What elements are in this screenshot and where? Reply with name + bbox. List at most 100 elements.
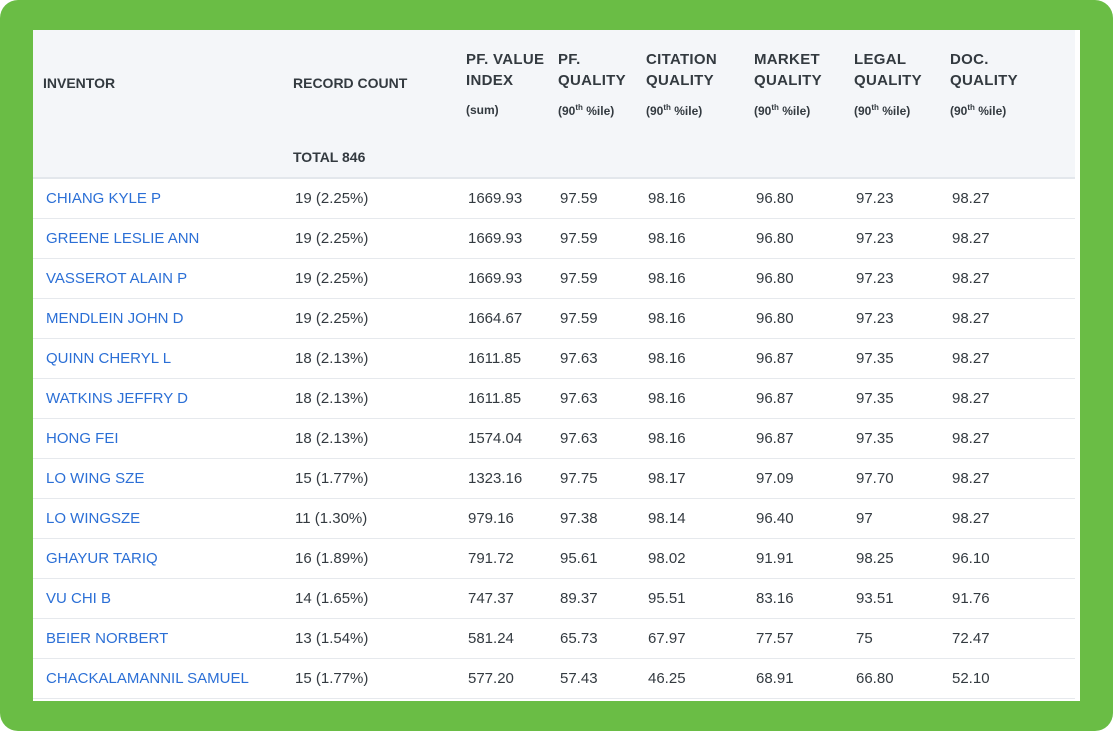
total-spacer [940,136,1075,179]
market-quality-cell: 96.80 [744,299,844,339]
market-quality-cell: 96.80 [744,219,844,259]
citation-quality-cell: 98.16 [636,219,744,259]
header-market-quality-line1: MARKET [754,50,820,68]
header-record-count[interactable]: RECORD COUNT [283,30,456,136]
table-row: CHACKALAMANNIL SAMUEL 15 (1.77%) 577.20 … [33,659,1075,699]
pf-quality-cell: 97.63 [548,379,636,419]
record-count-cell: 15 (1.77%) [283,459,456,499]
inventor-link[interactable]: MENDLEIN JOHN D [46,310,184,327]
doc-quality-cell: 98.27 [940,299,1075,339]
inventor-link[interactable]: WATKINS JEFFRY D [46,390,188,407]
pf-value-index-cell: 577.20 [456,659,548,699]
header-pf-quality-sub: (90th %ile) [558,103,636,118]
header-market-quality[interactable]: MARKET QUALITY (90th %ile) [744,30,844,136]
inventor-cell: QUINN CHERYL L [33,339,283,379]
table-row: LO WINGSZE 11 (1.30%) 979.16 97.38 98.14… [33,499,1075,539]
header-legal-quality[interactable]: LEGAL QUALITY (90th %ile) [844,30,940,136]
pf-quality-cell: 97.63 [548,419,636,459]
total-spacer [456,136,548,179]
legal-quality-cell: 97.35 [844,339,940,379]
inventor-link[interactable]: HONG FEI [46,430,119,447]
doc-quality-cell: 72.47 [940,619,1075,659]
record-count-cell: 19 (2.25%) [283,179,456,219]
header-pf-quality-line1: PF. [558,50,581,68]
legal-quality-cell: 97.23 [844,259,940,299]
sub-post: %ile) [670,103,703,118]
header-market-quality-line2: QUALITY [754,71,822,89]
inventor-link[interactable]: LO WING SZE [46,470,145,487]
pf-value-index-cell: 1611.85 [456,379,548,419]
market-quality-cell: 96.80 [744,259,844,299]
legal-quality-cell: 97.35 [844,379,940,419]
inventor-link[interactable]: BEIER NORBERT [46,630,169,647]
inventor-link[interactable]: GREENE LESLIE ANN [46,230,200,247]
header-inventor[interactable]: INVENTOR [33,30,283,136]
record-count-cell: 18 (2.13%) [283,419,456,459]
doc-quality-cell: 98.27 [940,459,1075,499]
sub-post: %ile) [778,103,811,118]
inventor-link[interactable]: VU CHI B [46,590,112,607]
market-quality-cell: 96.87 [744,339,844,379]
inventor-link[interactable]: GHAYUR TARIQ [46,550,158,567]
market-quality-cell: 96.40 [744,499,844,539]
sub-sup: th [967,102,975,112]
table-row: CHIANG KYLE P 19 (2.25%) 1669.93 97.59 9… [33,179,1075,219]
inventor-cell: MENDLEIN JOHN D [33,299,283,339]
doc-quality-cell: 98.27 [940,179,1075,219]
market-quality-cell: 96.80 [744,179,844,219]
pf-value-index-cell: 1323.16 [456,459,548,499]
inventor-link[interactable]: CHACKALAMANNIL SAMUEL [46,670,249,687]
record-count-cell: 16 (1.89%) [283,539,456,579]
pf-quality-cell: 97.75 [548,459,636,499]
market-quality-cell: 97.09 [744,459,844,499]
header-citation-quality[interactable]: CITATION QUALITY (90th %ile) [636,30,744,136]
sub-pre: (90 [754,103,772,118]
header-doc-quality[interactable]: DOC. QUALITY (90th %ile) [940,30,1075,136]
legal-quality-cell: 97.23 [844,219,940,259]
record-count-cell: 19 (2.25%) [283,259,456,299]
pf-value-index-cell: 1669.93 [456,259,548,299]
inventor-link[interactable]: LO WINGSZE [46,510,141,527]
inventor-link[interactable]: VASSEROT ALAIN P [46,270,188,287]
legal-quality-cell: 97.70 [844,459,940,499]
header-citation-quality-line1: CITATION [646,50,717,68]
citation-quality-cell: 46.25 [636,659,744,699]
header-pf-value-index[interactable]: PF. VALUE INDEX (sum) [456,30,548,136]
pf-quality-cell: 97.63 [548,339,636,379]
sub-pre: (90 [950,103,968,118]
inventor-cell: CHIANG KYLE P [33,179,283,219]
pf-value-index-cell: 581.24 [456,619,548,659]
record-count-cell: 19 (2.25%) [283,219,456,259]
sub-pre: (90 [854,103,872,118]
table-row: LO WING SZE 15 (1.77%) 1323.16 97.75 98.… [33,459,1075,499]
header-citation-quality-line2: QUALITY [646,71,714,89]
doc-quality-cell: 96.10 [940,539,1075,579]
legal-quality-cell: 93.51 [844,579,940,619]
header-doc-quality-sub: (90th %ile) [950,103,1075,118]
pf-quality-cell: 95.61 [548,539,636,579]
sub-sup: th [871,102,879,112]
record-count-cell: 18 (2.13%) [283,379,456,419]
market-quality-cell: 96.87 [744,379,844,419]
legal-quality-cell: 98.25 [844,539,940,579]
inventor-link[interactable]: CHIANG KYLE P [46,190,162,207]
header-market-quality-sub: (90th %ile) [754,103,844,118]
pf-quality-cell: 97.38 [548,499,636,539]
inventor-link[interactable]: QUINN CHERYL L [46,350,172,367]
inventor-cell: WATKINS JEFFRY D [33,379,283,419]
inventor-cell: VASSEROT ALAIN P [33,259,283,299]
citation-quality-cell: 98.16 [636,259,744,299]
pf-value-index-cell: 791.72 [456,539,548,579]
inventor-table-panel: INVENTOR RECORD COUNT PF. VALUE INDEX (s… [33,30,1080,701]
header-pf-quality[interactable]: PF. QUALITY (90th %ile) [548,30,636,136]
pf-quality-cell: 89.37 [548,579,636,619]
pf-value-index-cell: 1664.67 [456,299,548,339]
pf-quality-cell: 97.59 [548,179,636,219]
doc-quality-cell: 98.27 [940,339,1075,379]
record-count-cell: 19 (2.25%) [283,299,456,339]
doc-quality-cell: 91.76 [940,579,1075,619]
record-count-cell: 14 (1.65%) [283,579,456,619]
header-row: INVENTOR RECORD COUNT PF. VALUE INDEX (s… [33,30,1075,136]
market-quality-cell: 91.91 [744,539,844,579]
market-quality-cell: 83.16 [744,579,844,619]
